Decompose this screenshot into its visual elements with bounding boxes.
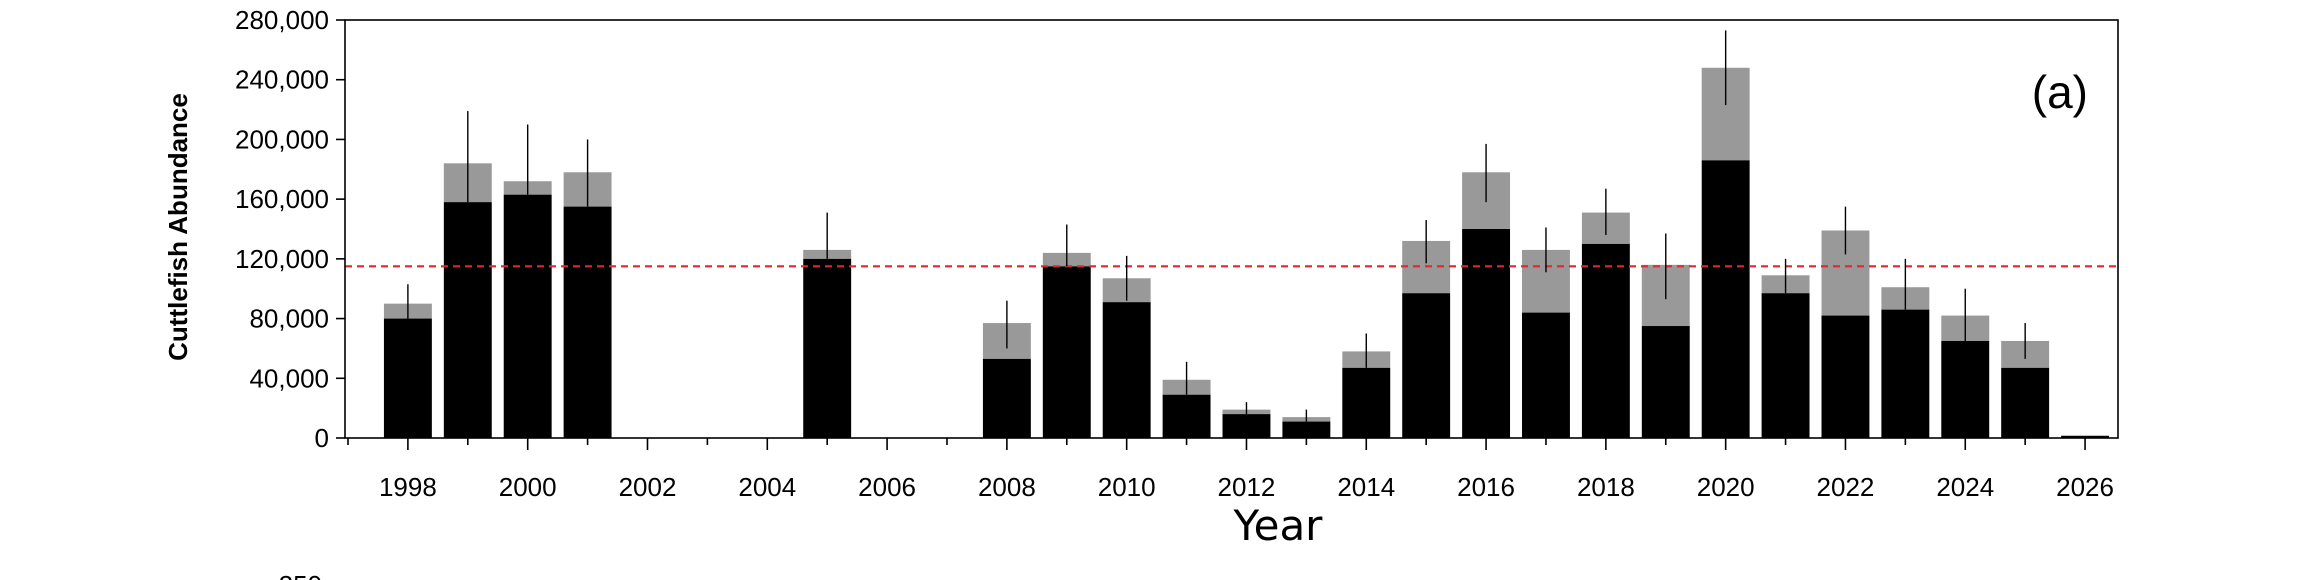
x-tick-label: 2002 (619, 472, 677, 502)
bar-lower-2024 (1941, 340, 1990, 438)
bar-lower-2021 (1761, 293, 1810, 438)
x-tick-label: 2022 (1817, 472, 1875, 502)
partial-next-panel-tick: 250 (279, 570, 322, 580)
bar-lower-2019 (1641, 326, 1690, 438)
bar-lower-2020 (1701, 160, 1750, 439)
y-tick-label: 120,000 (235, 244, 329, 274)
bar-lower-2013 (1282, 421, 1331, 438)
bar-lower-2025 (2001, 367, 2050, 438)
bar-lower-2011 (1162, 394, 1211, 438)
x-tick-label: 2024 (1936, 472, 1994, 502)
x-tick-label: 2014 (1337, 472, 1395, 502)
y-tick-label: 80,000 (249, 304, 329, 334)
x-tick-label: 2012 (1218, 472, 1276, 502)
bar-lower-2001 (563, 206, 612, 438)
bar-lower-2008 (982, 358, 1031, 438)
x-tick-label: 2026 (2056, 472, 2114, 502)
bar-lower-2009 (1042, 266, 1091, 438)
y-axis: 0 40,000 80,000 120,000 160,000 200,000 240,00… (235, 5, 345, 453)
bar-lower-2014 (1342, 367, 1391, 438)
x-tick-label: 2004 (738, 472, 796, 502)
bar-lower-2005 (803, 258, 852, 438)
x-axis: 1998 2000 2002 2004 2006 2008 2010 2012 2014 2016… (347, 438, 2114, 502)
x-tick-label: 2020 (1697, 472, 1755, 502)
bar-lower-2010 (1102, 302, 1151, 438)
x-tick-label: 2006 (858, 472, 916, 502)
y-tick-label: 0 (315, 423, 329, 453)
x-tick-label: 2008 (978, 472, 1036, 502)
panel-label: (a) (2032, 66, 2088, 118)
y-tick-label: 200,000 (235, 124, 329, 154)
x-tick-label: 2010 (1098, 472, 1156, 502)
bar-lower-1999 (443, 202, 492, 438)
bar-lower-2000 (503, 194, 552, 438)
x-axis-label: Year (1233, 501, 1324, 550)
bar-lower-2026 (2061, 435, 2110, 438)
bar-lower-2023 (1881, 309, 1930, 438)
plot-border (344, 19, 2119, 439)
x-tick-label: 2016 (1457, 472, 1515, 502)
bar-lower-2012 (1222, 414, 1271, 438)
error-bars (407, 30, 2026, 422)
bar-lower-2015 (1402, 293, 1451, 438)
x-tick-label: 2000 (499, 472, 557, 502)
y-tick-label: 280,000 (235, 5, 329, 35)
y-tick-label: 40,000 (249, 363, 329, 393)
bar-lower-2018 (1581, 243, 1630, 438)
y-axis-label: Cuttlefish Abundance (163, 93, 193, 361)
bar-lower-2016 (1462, 229, 1511, 438)
y-tick-label: 160,000 (235, 184, 329, 214)
bar-lower-2017 (1522, 312, 1570, 438)
y-tick-label: 240,000 (235, 65, 329, 95)
x-tick-label: 1998 (379, 472, 437, 502)
bars (383, 67, 2110, 439)
x-tick-label: 2018 (1577, 472, 1635, 502)
bar-lower-1998 (383, 318, 432, 438)
bar-lower-2022 (1821, 315, 1870, 438)
plot-frame (344, 19, 2119, 439)
